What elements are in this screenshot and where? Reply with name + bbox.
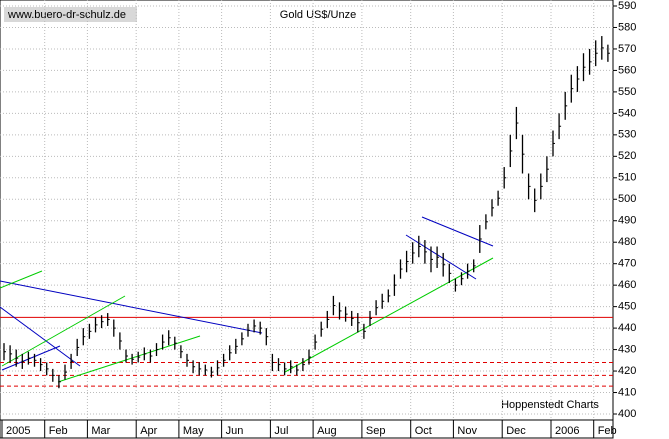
trendline (0, 270, 43, 289)
x-tick-label: Dec (506, 425, 526, 437)
y-tick-label: 410 (618, 386, 636, 398)
source-box (4, 7, 137, 22)
chart-title: Gold US$/Unze (280, 9, 356, 21)
y-tick-label: 430 (618, 343, 636, 355)
x-tick-label: May (183, 425, 204, 437)
x-tick-label: Jul (274, 425, 288, 437)
x-tick-label: Apr (140, 425, 157, 437)
y-tick-label: 480 (618, 236, 636, 248)
y-tick-label: 440 (618, 322, 636, 334)
x-tick-label: 2006 (555, 425, 579, 437)
y-tick-label: 580 (618, 21, 636, 33)
trendline (57, 335, 201, 383)
trendline (0, 306, 81, 367)
trendlines (0, 216, 494, 383)
y-tick-label: 560 (618, 64, 636, 76)
y-tick-label: 420 (618, 365, 636, 377)
trendline (284, 257, 494, 373)
y-tick-label: 570 (618, 43, 636, 55)
y-tick-label: 530 (618, 129, 636, 141)
credit: Hoppenstedt Charts (501, 399, 599, 411)
x-tick-label: Sep (366, 425, 386, 437)
x-tick-label: Oct (415, 425, 432, 437)
trendline (421, 216, 494, 247)
y-tick-label: 450 (618, 301, 636, 313)
source: www.buero-dr-schulz.de (7, 9, 126, 21)
trendline (405, 234, 477, 280)
x-tick-label: Mar (91, 425, 110, 437)
y-tick-label: 470 (618, 258, 636, 270)
x-tick-label: 2005 (6, 425, 30, 437)
y-tick-label: 590 (618, 0, 636, 12)
x-tick-label: Feb (49, 425, 68, 437)
y-tick-label: 460 (618, 279, 636, 291)
x-tick-label: Aug (317, 425, 337, 437)
y-tick-label: 520 (618, 150, 636, 162)
y-tick-label: 510 (618, 172, 636, 184)
x-tick-label: Nov (457, 425, 477, 437)
y-tick-label: 500 (618, 193, 636, 205)
plot-frame (0, 0, 614, 439)
y-tick-label: 400 (618, 408, 636, 420)
x-tick-label: Feb (598, 425, 617, 437)
y-tick-label: 490 (618, 215, 636, 227)
y-tick-label: 540 (618, 107, 636, 119)
y-tick-label: 550 (618, 86, 636, 98)
trendline (1, 345, 61, 371)
trendline (0, 280, 263, 334)
x-tick-label: Jun (226, 425, 244, 437)
